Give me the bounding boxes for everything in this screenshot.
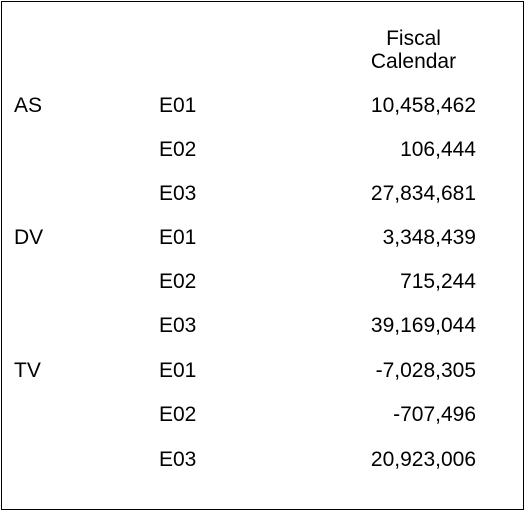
row-group-label: AS xyxy=(14,94,43,117)
row-code: E01 xyxy=(159,359,197,382)
row-code: E03 xyxy=(159,314,197,337)
row-value: -7,028,305 xyxy=(375,359,476,382)
row-code: E01 xyxy=(159,94,197,117)
table-row: TV E01 -7,028,305 xyxy=(2,359,523,403)
row-code: E01 xyxy=(159,226,197,249)
table-row: E03 39,169,044 xyxy=(2,314,523,358)
row-value: 27,834,681 xyxy=(370,182,476,205)
row-value: 106,444 xyxy=(400,138,476,161)
row-code: E02 xyxy=(159,403,197,426)
table-row: E02 715,244 xyxy=(2,270,523,314)
table-row: E03 20,923,006 xyxy=(2,448,523,492)
table-row: E02 106,444 xyxy=(2,138,523,182)
table-row: E03 27,834,681 xyxy=(2,182,523,226)
column-header-fiscal-calendar: Fiscal Calendar xyxy=(370,27,457,73)
row-value: 715,244 xyxy=(400,270,476,293)
table-row: AS E01 10,458,462 xyxy=(2,94,523,138)
row-code: E03 xyxy=(159,182,197,205)
row-group-label: TV xyxy=(14,359,41,382)
row-value: 3,348,439 xyxy=(382,226,476,249)
row-code: E03 xyxy=(159,448,197,471)
table-row: DV E01 3,348,439 xyxy=(2,226,523,270)
row-code: E02 xyxy=(159,138,197,161)
row-value: -707,496 xyxy=(393,403,476,426)
row-code: E02 xyxy=(159,270,197,293)
row-value: 39,169,044 xyxy=(370,314,476,337)
table-row: E02 -707,496 xyxy=(2,403,523,447)
row-value: 10,458,462 xyxy=(370,94,476,117)
row-value: 20,923,006 xyxy=(370,448,476,471)
row-group-label: DV xyxy=(14,226,44,249)
